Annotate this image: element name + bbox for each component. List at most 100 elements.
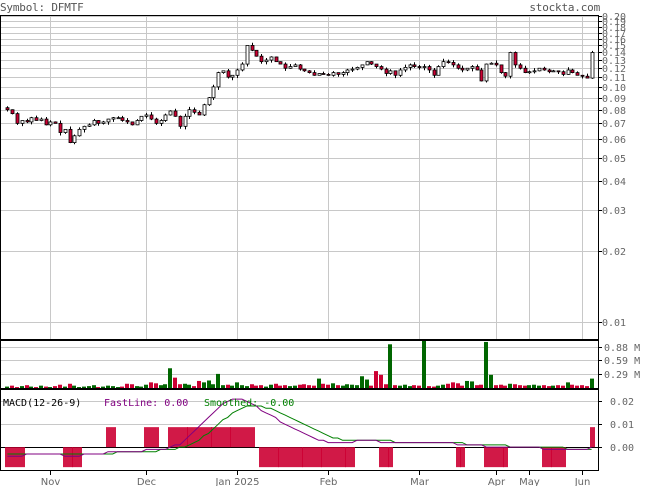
candle-body (48, 121, 53, 126)
macd-histogram-bar (547, 447, 552, 468)
macd-histogram-bar (274, 447, 279, 468)
candle-body (5, 107, 10, 111)
volume-bar (34, 387, 38, 388)
candle-body (168, 110, 173, 116)
candle-body (154, 118, 159, 124)
volume-bar (68, 383, 72, 388)
macd-histogram-bar (202, 427, 207, 448)
candle-body (317, 73, 322, 76)
volume-bar (393, 385, 397, 388)
volume-bar (39, 385, 43, 388)
candle-body (293, 64, 298, 67)
volume-bar (408, 386, 412, 388)
volume-bar (25, 385, 29, 388)
candle-body (513, 52, 518, 66)
volume-bar (379, 374, 383, 388)
candle-body (326, 73, 331, 76)
candle-body (135, 120, 140, 126)
candle-body (369, 61, 374, 65)
macd-histogram-bar (250, 427, 255, 448)
volume-bar (412, 385, 416, 388)
candle-body (475, 66, 480, 71)
candle-body (254, 49, 259, 57)
candle-body (116, 117, 121, 120)
volume-bar (585, 386, 589, 388)
volume-bar (369, 385, 373, 388)
volume-bar (173, 377, 177, 388)
volume-bar (168, 368, 172, 388)
macd-tick-label: 0.01 (610, 420, 634, 431)
volume-bar (302, 384, 306, 388)
price-tick-label: 0.17 (602, 29, 626, 40)
candle-body (556, 70, 561, 73)
candle-body (211, 86, 216, 99)
volume-panel-frame (0, 340, 599, 389)
macd-smoothed-label: Smoothed: -0.00 (204, 398, 294, 409)
volume-bar (44, 386, 48, 388)
volume-bar (341, 385, 345, 388)
candle-body (379, 66, 384, 70)
volume-bar (456, 383, 460, 388)
candle-body (345, 69, 350, 73)
macd-histogram-bar (456, 447, 461, 468)
candle-body (15, 113, 20, 124)
price-tick-label: 0.18 (602, 23, 626, 34)
volume-bar (254, 385, 258, 388)
volume-bar (484, 341, 488, 388)
candle-body (173, 110, 178, 117)
candle-body (274, 56, 279, 63)
macd-histogram-bar (221, 427, 226, 448)
volume-bar (278, 385, 282, 388)
volume-tick-label: 0.88 M (604, 343, 640, 354)
macd-histogram-bar (207, 427, 212, 448)
candle-body (106, 118, 111, 123)
price-tick-label: 0.07 (602, 119, 626, 130)
volume-bar (475, 385, 479, 388)
candle-body (245, 45, 250, 65)
volume-bar (240, 385, 244, 388)
candle-body (130, 121, 135, 126)
volume-bar (159, 385, 163, 388)
candle-body (523, 67, 528, 73)
volume-bar (321, 383, 325, 388)
volume-bar (503, 385, 507, 388)
volume-bar (570, 384, 574, 388)
candle-body (278, 61, 283, 65)
macd-histogram-bar (15, 447, 20, 468)
macd-histogram-bar (388, 447, 393, 468)
candle-body (20, 120, 25, 124)
volume-bar (20, 386, 24, 388)
x-tick-label: Apr (488, 477, 506, 486)
macd-histogram-bar (542, 447, 547, 468)
candle-body (417, 66, 422, 68)
candle-body (312, 72, 317, 76)
volume-bar (355, 385, 359, 388)
volume-bar (178, 384, 182, 388)
x-axis: Nov Dec Jan 2025 Feb Mar Apr May Jun (41, 470, 590, 486)
candle-body (393, 70, 398, 76)
price-axis: 0.200.190.180.170.160.150.140.130.120.11… (598, 12, 626, 329)
macd-histogram-bar (302, 447, 307, 468)
macd-histogram-bar (293, 447, 298, 468)
macd-histogram-bar (192, 427, 197, 448)
candle-body (34, 117, 39, 121)
macd-histogram-bar (197, 427, 202, 448)
site-name[interactable]: stockta.com (529, 1, 600, 14)
candle-body (264, 59, 269, 63)
candle-body (139, 115, 144, 121)
candle-body (451, 62, 456, 66)
volume-bar (154, 383, 158, 388)
candle-body (503, 72, 508, 77)
volume-bar (551, 385, 555, 388)
volume-bar (312, 385, 316, 388)
price-tick-label: 0.05 (602, 154, 626, 165)
macd-histogram-bar (341, 447, 346, 468)
volume-bar (532, 384, 536, 388)
macd-histogram-bar (240, 427, 245, 448)
candle-body (230, 74, 235, 78)
price-tick-label: 0.13 (602, 56, 626, 67)
price-tick-label: 0.03 (602, 206, 626, 217)
volume-bar (307, 385, 311, 388)
candle-body (422, 66, 427, 68)
volume-bar (470, 381, 474, 388)
